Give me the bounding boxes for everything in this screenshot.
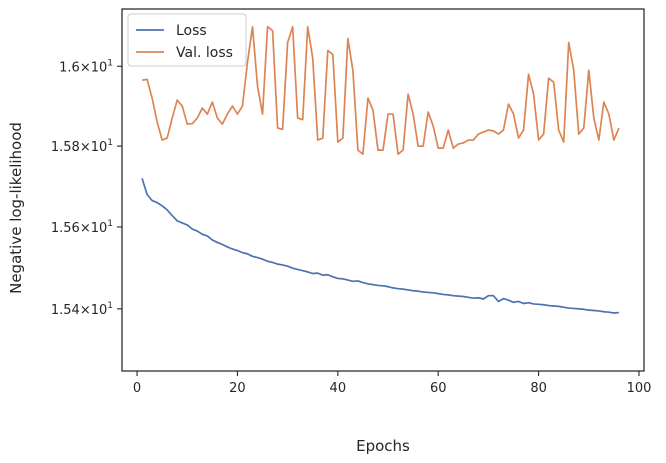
y-tick-mult: × [80, 221, 91, 236]
y-tick-label: 1.56×101 [51, 219, 113, 236]
y-tick-exponent: 1 [107, 138, 113, 148]
y-tick-base: 10 [91, 221, 108, 236]
series-line-0 [141, 178, 619, 314]
legend-label-0: Loss [176, 23, 207, 39]
y-tick-label: 1.54×101 [51, 301, 113, 318]
y-tick-exponent: 1 [107, 301, 113, 311]
y-tick-base: 10 [91, 140, 108, 155]
x-axis-ticks: 0 20 40 60 80 100 [133, 371, 651, 396]
y-tick-exponent: 1 [107, 58, 113, 68]
series-line-1 [141, 25, 620, 155]
x-tick-label: 20 [229, 381, 246, 396]
y-tick-base: 10 [91, 60, 108, 75]
x-axis-label: Epochs [356, 437, 410, 455]
legend-label-1: Val. loss [176, 45, 233, 61]
y-tick-mult: × [80, 140, 91, 155]
x-tick-label: 80 [530, 381, 547, 396]
y-tick-mult: × [80, 60, 91, 75]
series-lines [141, 25, 620, 314]
y-tick-exponent: 1 [107, 219, 113, 229]
y-axis-label: Negative log-likelihood [7, 122, 25, 294]
plot-frame [121, 8, 645, 372]
x-tick-label: 40 [330, 381, 347, 396]
y-tick-base: 10 [91, 303, 108, 318]
y-tick-mantissa: 1.56 [51, 221, 80, 236]
legend: Loss Val. loss [127, 13, 247, 67]
x-tick-label: 0 [133, 381, 141, 396]
y-tick-label: 1.6×101 [59, 58, 113, 75]
plot-area [122, 9, 644, 371]
y-tick-label: 1.58×101 [51, 138, 113, 155]
y-tick-mult: × [80, 303, 91, 318]
y-tick-mantissa: 1.58 [51, 140, 80, 155]
x-tick-label: 60 [430, 381, 447, 396]
legend-frame [127, 13, 247, 67]
y-tick-mantissa: 1.54 [51, 303, 80, 318]
y-tick-mantissa: 1.6 [59, 60, 80, 75]
x-tick-label: 100 [627, 381, 652, 396]
